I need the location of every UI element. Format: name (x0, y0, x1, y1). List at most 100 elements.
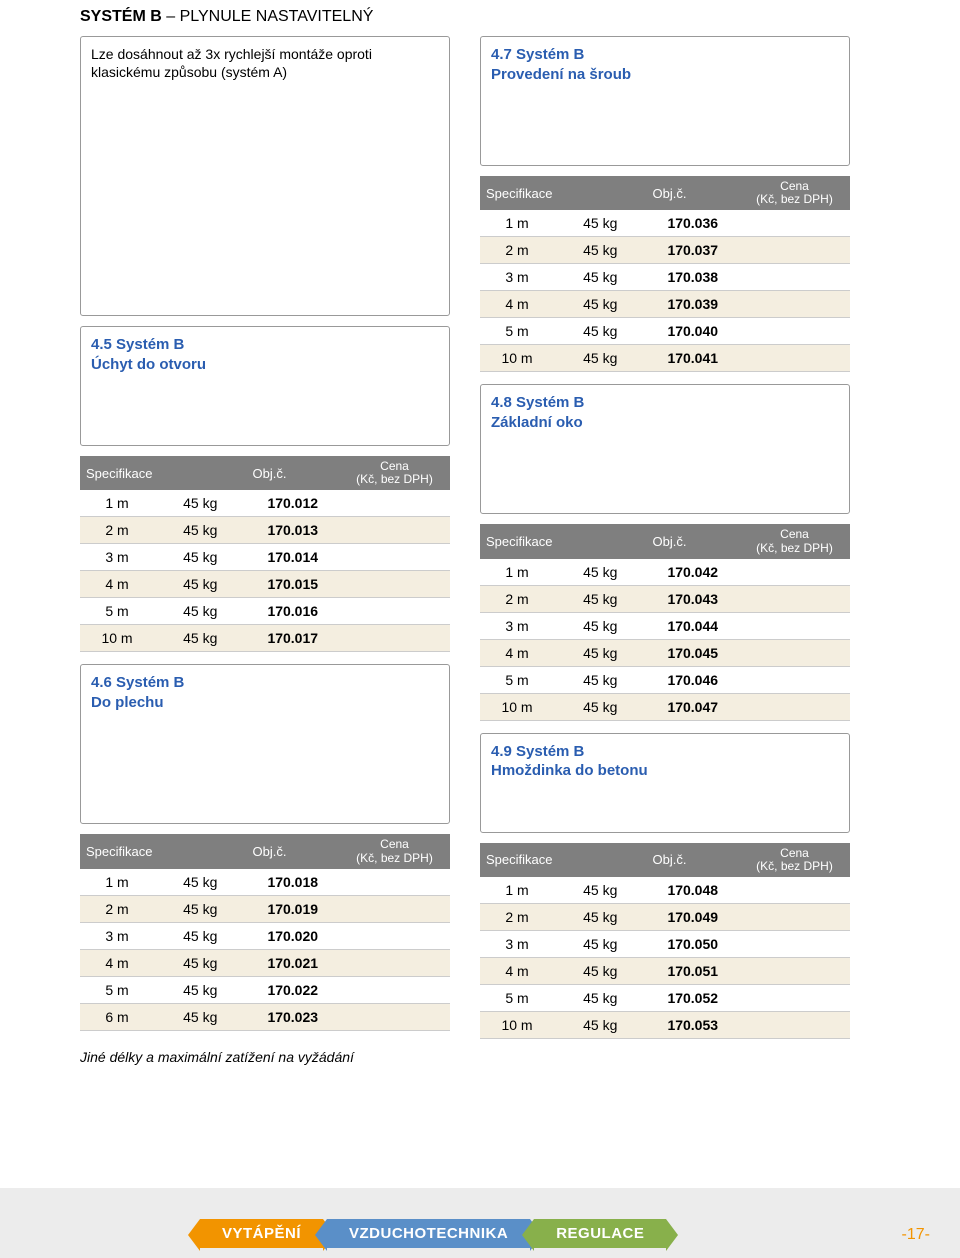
cell-objc: 170.015 (247, 571, 340, 598)
cell-price (739, 877, 850, 904)
tab-regulation[interactable]: REGULACE (534, 1219, 666, 1248)
table-4-6: Specifikace Obj.č. Cena(Kč, bez DPH) 1 m… (80, 834, 450, 1030)
cell-weight: 45 kg (154, 571, 247, 598)
cell-weight: 45 kg (554, 958, 647, 985)
cell-price (339, 625, 450, 652)
cell-length: 4 m (480, 291, 554, 318)
intro-text: Lze dosáhnout až 3x rychlejší montáže op… (91, 45, 439, 81)
cell-price (339, 490, 450, 517)
table-row: 1 m45 kg170.018 (80, 869, 450, 896)
cell-price (339, 949, 450, 976)
table-row: 3 m45 kg170.044 (480, 612, 850, 639)
cell-weight: 45 kg (154, 949, 247, 976)
cell-price (739, 958, 850, 985)
table-row: 4 m45 kg170.021 (80, 949, 450, 976)
cell-length: 5 m (80, 598, 154, 625)
cell-objc: 170.022 (247, 976, 340, 1003)
section-4-9-box: 4.9 Systém B Hmoždinka do betonu (480, 733, 850, 833)
table-row: 1 m45 kg170.036 (480, 210, 850, 237)
tab-heating[interactable]: VYTÁPĚNÍ (200, 1219, 323, 1248)
cell-objc: 170.037 (647, 237, 740, 264)
cell-length: 10 m (480, 345, 554, 372)
cell-length: 1 m (480, 559, 554, 586)
cell-price (739, 345, 850, 372)
table-4-7: Specifikace Obj.č. Cena(Kč, bez DPH) 1 m… (480, 176, 850, 372)
cell-length: 5 m (480, 985, 554, 1012)
cell-weight: 45 kg (154, 517, 247, 544)
col-cena: Cena(Kč, bez DPH) (739, 524, 850, 558)
table-row: 1 m45 kg170.012 (80, 490, 450, 517)
cell-length: 2 m (480, 585, 554, 612)
cell-objc: 170.021 (247, 949, 340, 976)
cell-price (739, 585, 850, 612)
cell-length: 1 m (80, 490, 154, 517)
cell-weight: 45 kg (554, 693, 647, 720)
section-4-5-title: 4.5 Systém B Úchyt do otvoru (91, 335, 439, 374)
cell-length: 4 m (480, 639, 554, 666)
col-spec: Specifikace (480, 524, 647, 558)
section-4-9-title: 4.9 Systém B Hmoždinka do betonu (491, 742, 839, 781)
cell-length: 2 m (480, 904, 554, 931)
table-row: 1 m45 kg170.042 (480, 559, 850, 586)
table-row: 10 m45 kg170.017 (80, 625, 450, 652)
table-4-5: Specifikace Obj.č. Cena(Kč, bez DPH) 1 m… (80, 456, 450, 652)
cell-objc: 170.045 (647, 639, 740, 666)
section-4-6-title: 4.6 Systém B Do plechu (91, 673, 439, 712)
cell-objc: 170.012 (247, 490, 340, 517)
table-row: 5 m45 kg170.016 (80, 598, 450, 625)
page-title: SYSTÉM B – PLYNULE NASTAVITELNÝ (80, 8, 910, 26)
cell-length: 3 m (480, 264, 554, 291)
cell-price (739, 291, 850, 318)
cell-weight: 45 kg (154, 544, 247, 571)
cell-weight: 45 kg (554, 264, 647, 291)
cell-weight: 45 kg (554, 237, 647, 264)
cell-price (739, 559, 850, 586)
table-row: 5 m45 kg170.022 (80, 976, 450, 1003)
cell-weight: 45 kg (554, 210, 647, 237)
cell-weight: 45 kg (154, 625, 247, 652)
cell-length: 3 m (80, 922, 154, 949)
col-objc: Obj.č. (247, 834, 340, 868)
cell-price (739, 264, 850, 291)
cell-price (339, 976, 450, 1003)
table-row: 5 m45 kg170.046 (480, 666, 850, 693)
cell-objc: 170.049 (647, 904, 740, 931)
cell-objc: 170.017 (247, 625, 340, 652)
table-row: 3 m45 kg170.014 (80, 544, 450, 571)
tab-hvac[interactable]: VZDUCHOTECHNIKA (327, 1219, 530, 1248)
table-4-9: Specifikace Obj.č. Cena(Kč, bez DPH) 1 m… (480, 843, 850, 1039)
cell-weight: 45 kg (554, 639, 647, 666)
intro-box: Lze dosáhnout až 3x rychlejší montáže op… (80, 36, 450, 316)
table-row: 4 m45 kg170.045 (480, 639, 850, 666)
cell-length: 1 m (480, 210, 554, 237)
col-cena: Cena(Kč, bez DPH) (339, 456, 450, 490)
cell-length: 5 m (480, 318, 554, 345)
cell-objc: 170.016 (247, 598, 340, 625)
table-row: 3 m45 kg170.020 (80, 922, 450, 949)
cell-length: 2 m (80, 895, 154, 922)
section-4-7-title: 4.7 Systém B Provedení na šroub (491, 45, 839, 84)
cell-price (739, 612, 850, 639)
cell-objc: 170.046 (647, 666, 740, 693)
cell-price (739, 985, 850, 1012)
cell-length: 10 m (480, 693, 554, 720)
section-4-6-box: 4.6 Systém B Do plechu (80, 664, 450, 824)
cell-weight: 45 kg (154, 1003, 247, 1030)
cell-length: 5 m (480, 666, 554, 693)
cell-weight: 45 kg (554, 985, 647, 1012)
cell-price (339, 571, 450, 598)
section-4-8-box: 4.8 Systém B Základní oko (480, 384, 850, 514)
table-row: 2 m45 kg170.043 (480, 585, 850, 612)
cell-objc: 170.051 (647, 958, 740, 985)
cell-weight: 45 kg (154, 869, 247, 896)
cell-price (739, 666, 850, 693)
cell-weight: 45 kg (154, 490, 247, 517)
table-row: 1 m45 kg170.048 (480, 877, 850, 904)
cell-objc: 170.047 (647, 693, 740, 720)
cell-objc: 170.040 (647, 318, 740, 345)
footer: VYTÁPĚNÍ VZDUCHOTECHNIKA REGULACE -17- (0, 1188, 960, 1258)
cell-length: 2 m (480, 237, 554, 264)
page-title-bold: SYSTÉM B (80, 8, 162, 25)
cell-weight: 45 kg (554, 877, 647, 904)
table-row: 4 m45 kg170.051 (480, 958, 850, 985)
